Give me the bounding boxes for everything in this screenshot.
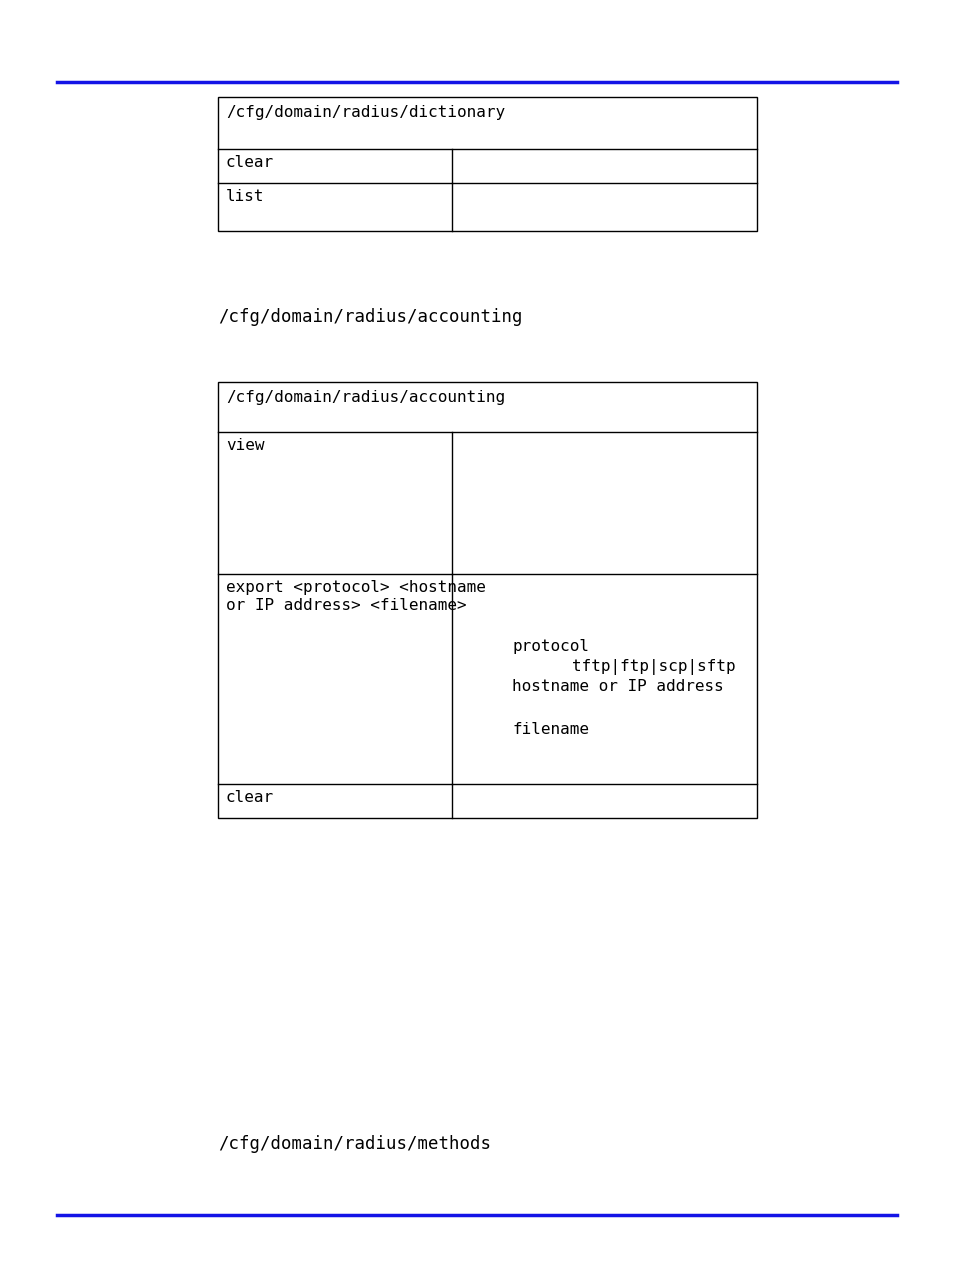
Text: /cfg/domain/radius/accounting: /cfg/domain/radius/accounting	[226, 391, 504, 404]
Text: /cfg/domain/radius/accounting: /cfg/domain/radius/accounting	[218, 308, 522, 326]
Text: list: list	[226, 190, 264, 204]
Text: export <protocol> <hostname: export <protocol> <hostname	[226, 580, 485, 595]
Text: clear: clear	[226, 790, 274, 805]
Text: hostname or IP address: hostname or IP address	[512, 679, 723, 695]
Text: /cfg/domain/radius/methods: /cfg/domain/radius/methods	[218, 1135, 491, 1152]
Bar	[218, 382, 757, 818]
Text: tftp|ftp|scp|sftp: tftp|ftp|scp|sftp	[572, 659, 736, 675]
Text: or IP address> <filename>: or IP address> <filename>	[226, 598, 466, 613]
Text: view: view	[226, 438, 264, 453]
Text: filename: filename	[512, 722, 589, 736]
Text: protocol: protocol	[512, 639, 589, 654]
Text: clear: clear	[226, 155, 274, 170]
Bar	[218, 97, 757, 232]
Text: /cfg/domain/radius/dictionary: /cfg/domain/radius/dictionary	[226, 106, 504, 120]
